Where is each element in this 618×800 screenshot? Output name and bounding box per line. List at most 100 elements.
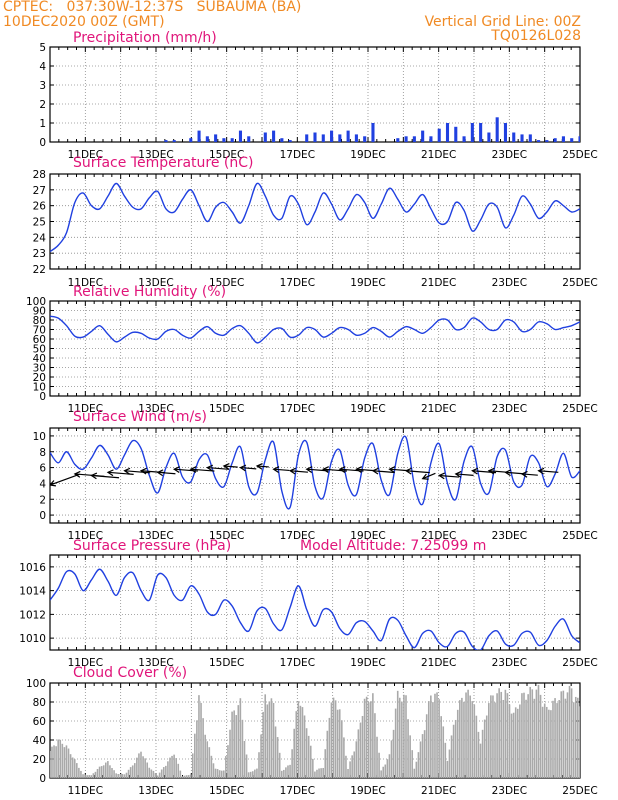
precip-bar	[578, 136, 580, 142]
cloud-bar	[434, 693, 436, 778]
wind-arrow	[50, 473, 80, 487]
cloud-bar	[490, 695, 492, 778]
cloud-bar	[403, 694, 405, 778]
y-tick-label: 24	[33, 232, 47, 244]
cloud-bar	[363, 698, 366, 778]
cloud-bar	[552, 700, 554, 778]
wind-arrow	[371, 467, 395, 475]
x-tick-label: 17DEC	[280, 403, 315, 415]
y-tick-label: 1014	[19, 586, 46, 598]
cloud-bar	[233, 710, 235, 778]
cloud-bar	[380, 770, 382, 778]
precip-bar	[321, 134, 325, 142]
humidity-plot	[50, 315, 580, 344]
cloud-bar	[438, 699, 440, 778]
cloud-bar	[396, 690, 399, 778]
cloud-bar	[51, 746, 53, 778]
y-tick-label: 2	[39, 494, 46, 506]
cloud-bar	[413, 768, 416, 778]
cloud-bar	[82, 774, 84, 778]
precip-bar	[222, 138, 226, 142]
cloud-bar	[382, 766, 385, 778]
precip-bar	[462, 136, 466, 142]
cloud-bar	[210, 755, 213, 778]
cloud-bar	[341, 720, 343, 778]
y-tick-label: 3	[39, 80, 46, 92]
y-tick-label: 20	[33, 372, 46, 384]
cloud-bar	[378, 752, 380, 778]
precip-bar	[503, 123, 508, 142]
precip-bar	[570, 138, 574, 142]
y-tick-label: 4	[39, 478, 46, 490]
cloud-bar	[235, 715, 238, 778]
cloud-bar	[189, 774, 192, 778]
cloud-bar	[444, 742, 447, 778]
cloud-bar	[297, 701, 300, 778]
precip-bar	[354, 134, 358, 142]
cloud-bar	[86, 775, 88, 778]
cloud-bar	[218, 770, 221, 778]
cloud-bar	[423, 730, 426, 778]
cloud-bar	[312, 758, 314, 778]
precip-bar	[280, 138, 284, 142]
cloud-bar	[535, 689, 538, 778]
wind-arrow	[255, 463, 269, 470]
cloud-bar	[140, 751, 142, 778]
y-tick-label: 30	[33, 363, 46, 375]
cloud-bar	[187, 775, 190, 778]
precip-bar	[520, 134, 524, 142]
cloud-bar	[336, 709, 339, 778]
cloud-bar	[390, 740, 393, 778]
cloud-bar	[88, 775, 91, 778]
pressure-series-line	[50, 568, 580, 650]
wind-arrow	[355, 466, 375, 473]
cloud-bar	[191, 753, 194, 778]
cloud-bar	[185, 775, 188, 778]
cloud-bar	[519, 704, 521, 778]
wind-arrow	[454, 470, 474, 478]
y-tick-label: 5	[39, 42, 46, 54]
wind-arrow	[189, 466, 215, 473]
cloud-bar	[498, 688, 500, 778]
cloud-bar	[109, 765, 111, 778]
pressure-panel: 1010 1012 1014 1016 11DEC 13DEC 15DEC 17DEC 19DE…	[19, 538, 597, 669]
x-tick-label: 21DEC	[421, 277, 456, 289]
precip-bar	[512, 132, 516, 142]
cloud-bar	[71, 757, 74, 778]
x-tick-label: 17DEC	[280, 785, 315, 797]
wind-arrow	[520, 470, 538, 478]
cloud-bar	[554, 698, 556, 778]
cloud-bar	[258, 752, 260, 778]
cloud-bar	[372, 693, 374, 778]
cloud-bar	[142, 756, 144, 778]
y-tick-label: 25	[33, 217, 46, 229]
precip-bar	[487, 132, 491, 142]
x-tick-label: 11DEC	[68, 403, 103, 415]
cloud-bar	[148, 767, 151, 778]
cloud-plot	[50, 684, 580, 778]
precip-bar	[346, 130, 350, 142]
cloud-bar	[220, 770, 223, 778]
cloud-bar	[332, 697, 335, 778]
wind-arrow	[206, 464, 230, 472]
wind-arrow	[222, 463, 238, 470]
cloud-bar	[117, 774, 120, 778]
cloud-bar	[98, 766, 101, 778]
cloud-bar	[527, 694, 529, 778]
cloud-bar	[272, 702, 275, 778]
cloud-bar	[450, 735, 453, 778]
x-tick-label: 13DEC	[138, 403, 173, 415]
y-tick-label: 1016	[19, 562, 46, 574]
cloud-bar	[229, 729, 231, 778]
cloud-bar	[388, 754, 391, 778]
cloud-bar	[334, 700, 337, 778]
cloud-bar	[208, 747, 211, 778]
cloud-bar	[485, 715, 488, 778]
cloud-bar	[301, 707, 304, 778]
cloud-bar	[266, 704, 269, 778]
cloud-bar	[158, 772, 161, 778]
cloud-bar	[136, 757, 138, 778]
x-tick-label: 25DEC	[562, 657, 597, 669]
